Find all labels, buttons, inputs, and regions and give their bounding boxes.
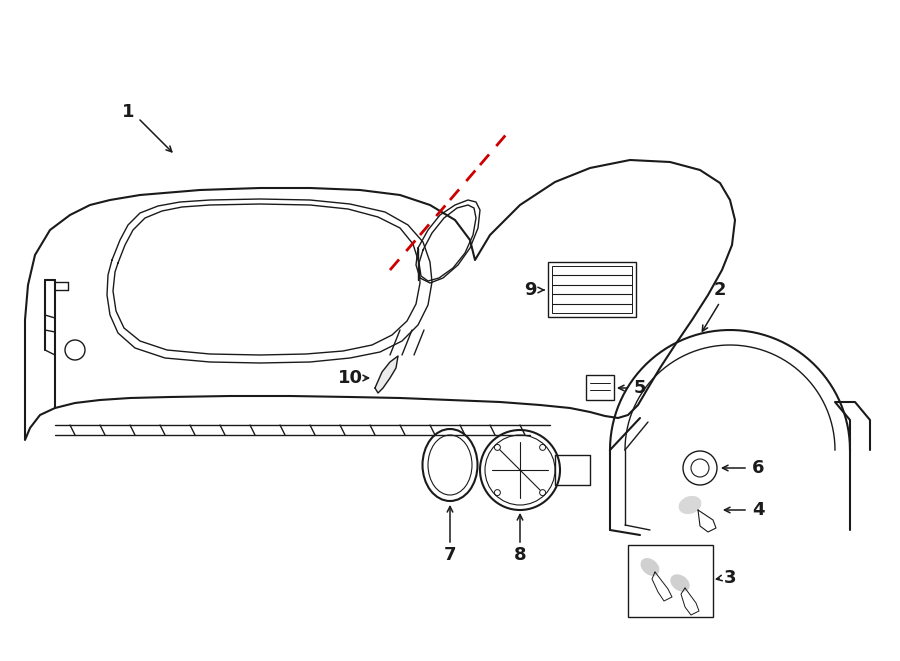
Ellipse shape [641, 559, 659, 575]
Polygon shape [375, 356, 398, 393]
Text: 3: 3 [724, 569, 736, 587]
Ellipse shape [670, 575, 689, 591]
FancyBboxPatch shape [586, 375, 614, 400]
FancyBboxPatch shape [548, 262, 636, 317]
Text: 5: 5 [634, 379, 646, 397]
Text: 6: 6 [752, 459, 764, 477]
Text: 7: 7 [444, 546, 456, 564]
FancyBboxPatch shape [552, 266, 632, 313]
Text: 10: 10 [338, 369, 363, 387]
Text: 4: 4 [752, 501, 764, 519]
Text: 9: 9 [524, 281, 536, 299]
FancyBboxPatch shape [628, 545, 713, 617]
Text: 2: 2 [714, 281, 726, 299]
Text: 8: 8 [514, 546, 526, 564]
Text: 1: 1 [122, 103, 134, 121]
Ellipse shape [680, 496, 701, 514]
